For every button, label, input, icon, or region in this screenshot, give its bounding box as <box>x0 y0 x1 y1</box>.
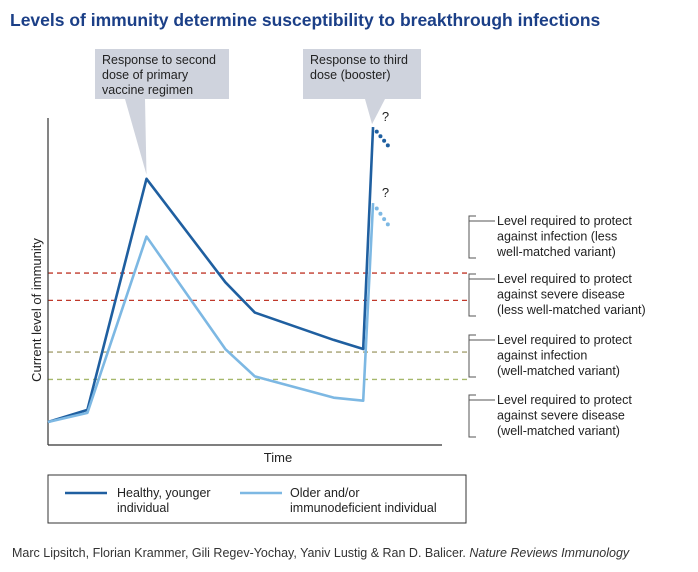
threshold-bracket <box>468 394 476 438</box>
credit-journal: Nature Reviews Immunology <box>469 546 630 560</box>
credit-line: Marc Lipsitch, Florian Krammer, Gili Reg… <box>12 546 629 560</box>
legend-label: Older and/or <box>290 486 359 500</box>
projected-dot <box>385 222 390 227</box>
threshold-label-line: Level required to protect <box>497 214 632 228</box>
projected-dot <box>374 129 379 134</box>
threshold-bracket <box>468 273 476 317</box>
callout-text-line: Response to third <box>310 53 408 67</box>
callout-box <box>303 49 421 99</box>
threshold-label-line: Level required to protect <box>497 272 632 286</box>
projected-dot <box>385 143 390 148</box>
series-lines: ?? <box>47 109 390 424</box>
legend-label: immunodeficient individual <box>290 501 437 515</box>
threshold-label-line: (well-matched variant) <box>497 364 620 378</box>
series-line <box>47 203 375 424</box>
callout-box <box>95 49 229 99</box>
projected-dot <box>378 211 383 216</box>
threshold-label-line: against severe disease <box>497 288 625 302</box>
projected-dot <box>378 134 383 139</box>
callout-text-line: dose of primary <box>102 68 189 82</box>
credit-authors: Marc Lipsitch, Florian Krammer, Gili Reg… <box>12 546 466 560</box>
series-line <box>47 127 375 424</box>
threshold-label-line: (well-matched variant) <box>497 424 620 438</box>
threshold-label-line: against severe disease <box>497 409 625 423</box>
threshold-label-line: against infection (less <box>497 230 617 244</box>
uncertainty-mark: ? <box>382 109 389 124</box>
threshold-labels: Level required to protect against infecti… <box>468 214 646 438</box>
chart-svg: Current level of immunity Time ?? Respon… <box>29 49 646 524</box>
callout-text-line: vaccine regimen <box>102 83 193 97</box>
projected-dot <box>382 217 387 222</box>
callout-text-line: dose (booster) <box>310 68 391 82</box>
callout-pointer <box>125 99 147 175</box>
threshold-label-line: Level required to protect <box>497 333 632 347</box>
uncertainty-mark: ? <box>382 185 389 200</box>
threshold-bracket <box>468 334 476 378</box>
chart-title: Levels of immunity determine susceptibil… <box>10 10 601 30</box>
y-axis-label: Current level of immunity <box>29 238 44 382</box>
threshold-label-line: Level required to protect <box>497 393 632 407</box>
legend-label: individual <box>117 501 169 515</box>
legend-label: Healthy, younger <box>117 486 211 500</box>
callout-pointer <box>365 99 385 125</box>
axes: Current level of immunity Time <box>29 118 442 465</box>
threshold-lines <box>48 272 468 381</box>
legend-box <box>47 474 467 524</box>
threshold-label-line: against infection <box>497 349 587 363</box>
threshold-bracket <box>468 215 476 259</box>
callout-text-line: Response to second <box>102 53 216 67</box>
projected-dot <box>374 206 379 211</box>
threshold-label-line: (less well-matched variant) <box>497 303 646 317</box>
projected-dot <box>382 138 387 143</box>
x-axis-label: Time <box>264 450 292 465</box>
threshold-label-line: well-matched variant) <box>496 245 616 259</box>
